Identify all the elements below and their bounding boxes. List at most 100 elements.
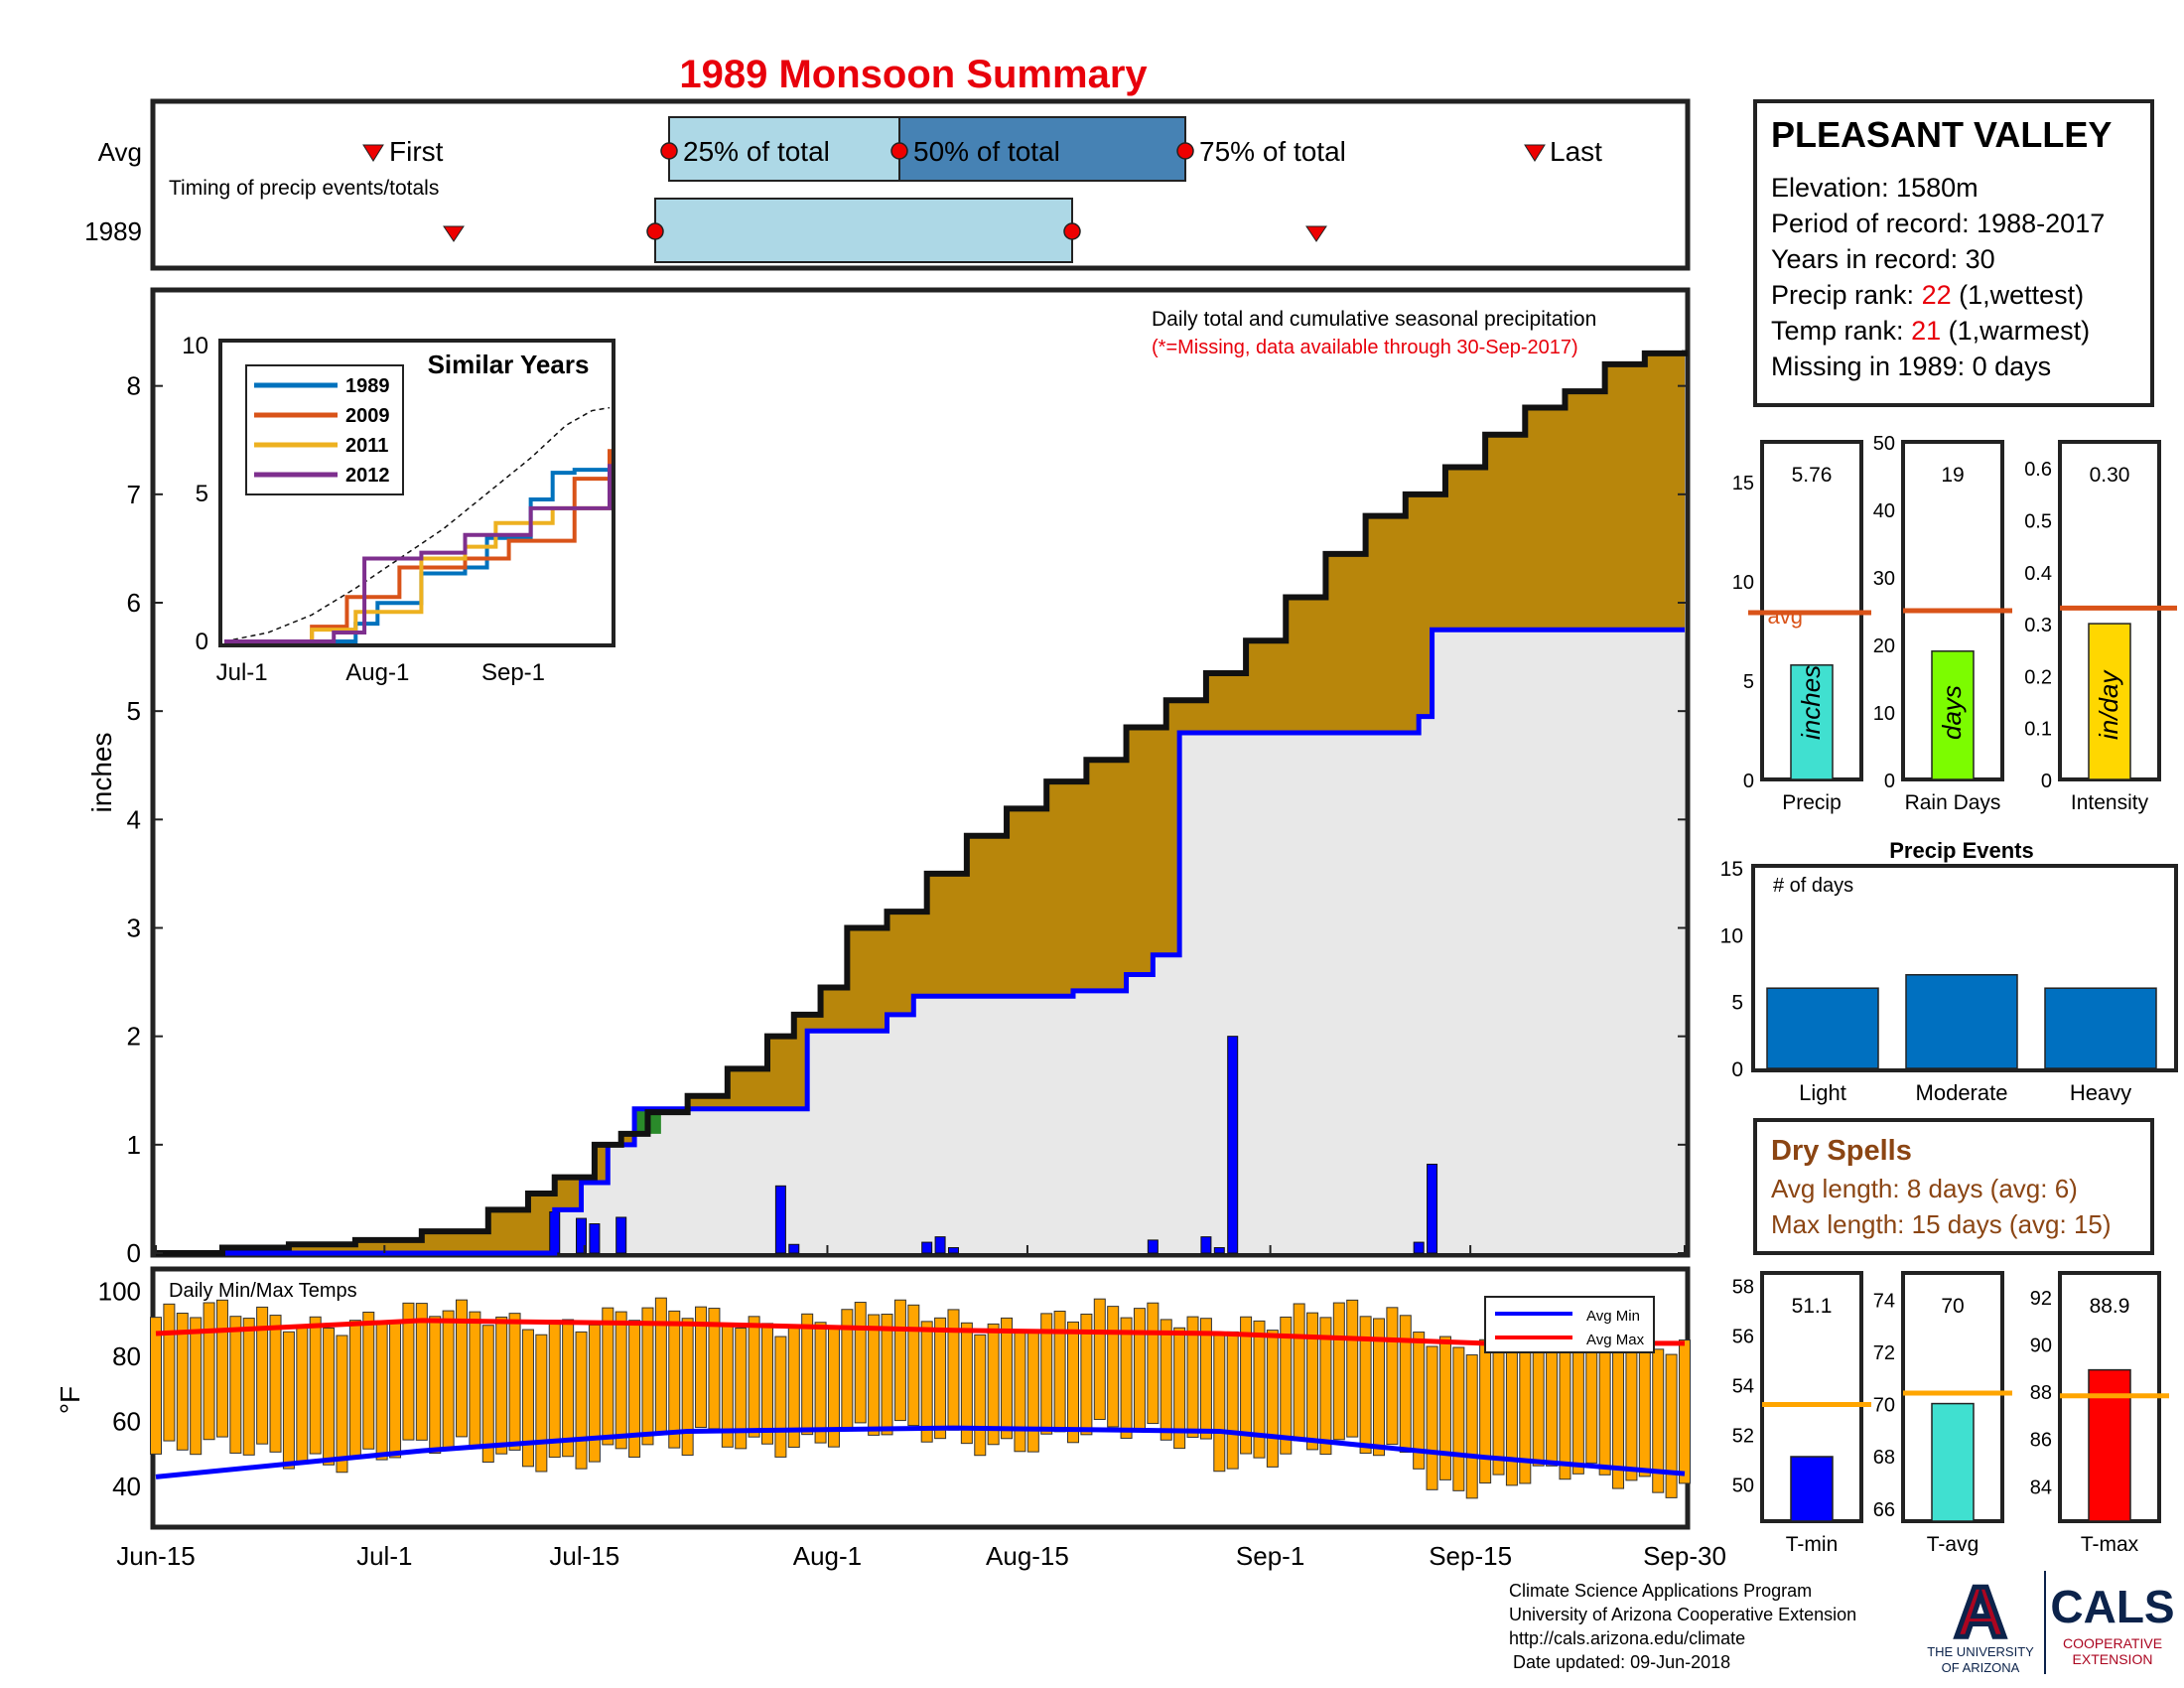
- tmin-ytick: 56: [1732, 1327, 1754, 1348]
- tavg-ytick: 68: [1873, 1447, 1895, 1469]
- daily-temp-bar: [336, 1335, 348, 1474]
- daily-temp-bar: [429, 1316, 442, 1455]
- daily-temp-bar: [1452, 1346, 1465, 1491]
- first-marker-icon: [362, 144, 384, 162]
- daily-precip-bar: [1213, 1247, 1225, 1254]
- dry-avg: Avg length: 8 days (avg: 6): [1771, 1174, 2078, 1203]
- svg-text:A: A: [1955, 1573, 2006, 1652]
- events-bar: [2044, 987, 2157, 1069]
- inset-ytick: 5: [196, 481, 208, 507]
- events-category-label: Heavy: [2070, 1080, 2131, 1105]
- daily-temp-bar: [1080, 1313, 1093, 1436]
- main-chart-subheader: (*=Missing, data available through 30-Se…: [1152, 337, 1578, 358]
- daily-temp-bar: [575, 1331, 588, 1470]
- tavg-label: T-avg: [1927, 1533, 1979, 1556]
- days-inner: days: [1937, 685, 1967, 740]
- timing-p50: 50% of total: [913, 136, 1060, 167]
- tavg-ytick: 72: [1873, 1342, 1895, 1364]
- timing-row-avg: Avg: [98, 137, 142, 167]
- daily-temp-bar: [1505, 1341, 1518, 1486]
- days-bar: [1931, 650, 1975, 780]
- main-xtick: Sep-1: [1236, 1541, 1304, 1571]
- footer: Climate Science Applications Program Uni…: [1509, 1571, 2175, 1676]
- daily-temp-bar: [508, 1313, 521, 1451]
- tmin-value: 51.1: [1792, 1295, 1833, 1318]
- intensity-ytick: 0.6: [2024, 459, 2052, 481]
- daily-temp-bar: [190, 1317, 203, 1456]
- inset-series-line-2009: [224, 449, 612, 643]
- daily-temp-bar: [309, 1316, 322, 1455]
- daily-temp-bar: [868, 1314, 881, 1436]
- daily-precip-bar: [788, 1243, 800, 1254]
- events-ytick: 5: [1731, 992, 1743, 1015]
- main-ytick: 7: [127, 480, 141, 509]
- dry-title: Dry Spells: [1771, 1135, 1912, 1167]
- precip-label: Precip: [1782, 791, 1842, 814]
- daily-precip-bar: [615, 1216, 627, 1254]
- precip-ytick: 10: [1732, 572, 1754, 594]
- tmin-ytick: 52: [1732, 1426, 1754, 1448]
- station-temp-rank: Temp rank: 21 (1,warmest): [1771, 316, 2090, 346]
- intensity-label: Intensity: [2071, 791, 2149, 814]
- intensity-inner: in/day: [2094, 669, 2123, 740]
- cals-coop: COOPERATIVE: [2063, 1635, 2162, 1651]
- footer-line-4: Date updated: 09-Jun-2018: [1513, 1652, 1730, 1672]
- daily-temp-bar: [1253, 1320, 1266, 1459]
- station-period: Period of record: 1988-2017: [1771, 209, 2105, 238]
- daily-temp-bar: [602, 1307, 614, 1446]
- daily-temp-bar: [920, 1321, 933, 1443]
- days-value: 19: [1941, 464, 1964, 487]
- cals-logo: CALS: [2050, 1581, 2174, 1632]
- precip-avg-label: avg: [1768, 604, 1803, 629]
- daily-temp-bar: [1346, 1299, 1359, 1438]
- events-ytick: 15: [1720, 858, 1743, 881]
- precip-events-chart: Precip Events 0 5 10 15 Light Moderate Heavy #…: [1720, 838, 2178, 1105]
- station-years: Years in record: 30: [1771, 244, 1995, 274]
- timing-last: Last: [1550, 136, 1602, 167]
- daily-temp-bar: [415, 1303, 428, 1441]
- daily-temp-bar: [1014, 1330, 1026, 1453]
- ua-text-1: THE UNIVERSITY: [1927, 1644, 2034, 1659]
- figure-title: 1989 Monsoon Summary: [679, 53, 1148, 96]
- daily-precip-bar: [1147, 1239, 1159, 1254]
- tavg-ytick: 66: [1873, 1499, 1895, 1521]
- main-ytick: 8: [127, 371, 141, 401]
- footer-line-1: Climate Science Applications Program: [1509, 1581, 1812, 1601]
- dry-spells-box: Dry Spells Avg length: 8 days (avg: 6) M…: [1753, 1118, 2154, 1255]
- tmin-ytick: 50: [1732, 1476, 1754, 1497]
- p75-marker-icon: [1176, 142, 1194, 160]
- daily-temp-bar: [641, 1307, 654, 1446]
- daily-temp-bar: [735, 1328, 748, 1450]
- inset-series-line-1989: [224, 464, 612, 643]
- daily-temp-bar: [562, 1319, 575, 1458]
- temp-ytick: 100: [98, 1276, 141, 1306]
- main-chart-header: Daily total and cumulative seasonal prec…: [1152, 308, 1596, 331]
- p25-marker-icon: [660, 142, 678, 160]
- station-name: PLEASANT VALLEY: [1771, 114, 2112, 155]
- timing-1989-box: [654, 198, 1073, 263]
- ua-text-2: OF ARIZONA: [1942, 1660, 2020, 1675]
- main-ytick: 6: [127, 588, 141, 618]
- daily-temp-bar: [695, 1306, 708, 1429]
- daily-temp-bar: [229, 1316, 242, 1454]
- tmax-ytick: 90: [2030, 1335, 2052, 1356]
- cumulative-1989-line: [156, 350, 1688, 1256]
- days-ytick: 0: [1884, 771, 1895, 792]
- daily-temp-bar: [1399, 1315, 1412, 1454]
- days-ytick: 20: [1873, 635, 1895, 657]
- daily-temp-bar: [987, 1323, 1000, 1446]
- daily-temp-bar: [521, 1329, 534, 1468]
- daily-temp-bar: [934, 1317, 947, 1440]
- footer-line-3[interactable]: http://cals.arizona.edu/climate: [1509, 1628, 1745, 1648]
- daily-temp-bar: [801, 1313, 814, 1436]
- first-1989-marker-icon: [443, 225, 465, 242]
- tmax-ytick: 86: [2030, 1430, 2052, 1452]
- daily-precip-bar: [1227, 1036, 1239, 1254]
- daily-temp-bar: [628, 1320, 641, 1458]
- last-1989-marker-icon: [1305, 225, 1327, 242]
- legend-avg-min: Avg Min: [1586, 1308, 1640, 1325]
- main-xtick: Jul-15: [549, 1541, 619, 1571]
- tavg-ytick: 74: [1873, 1290, 1895, 1312]
- daily-precip-bar: [1427, 1163, 1438, 1254]
